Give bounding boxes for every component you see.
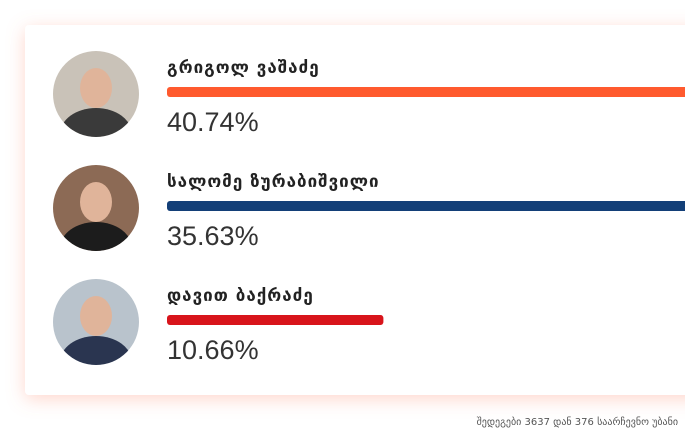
- photo-head: [80, 68, 112, 108]
- bar: [167, 315, 384, 325]
- candidate-name: სალომე ზურაბიშვილი: [167, 172, 380, 192]
- photo-head: [80, 182, 112, 222]
- photo-head: [80, 296, 112, 336]
- candidate-photo: [53, 279, 139, 365]
- photo-body: [60, 336, 132, 365]
- bar: [167, 201, 685, 211]
- value-label: 40.74%: [167, 107, 259, 137]
- candidate-photo: [53, 51, 139, 137]
- candidate-photo: [53, 165, 139, 251]
- photo-body: [60, 108, 132, 137]
- value-label: 10.66%: [167, 335, 259, 365]
- photo-body: [60, 222, 132, 251]
- footnote: შედეგები 3637 დან 376 საარჩევნო უბანი: [477, 416, 678, 428]
- bar: [167, 87, 685, 97]
- candidate-name: დავით ბაქრაძე: [167, 286, 314, 306]
- candidate-name: გრიგოლ ვაშაძე: [167, 58, 320, 78]
- value-label: 35.63%: [167, 221, 259, 251]
